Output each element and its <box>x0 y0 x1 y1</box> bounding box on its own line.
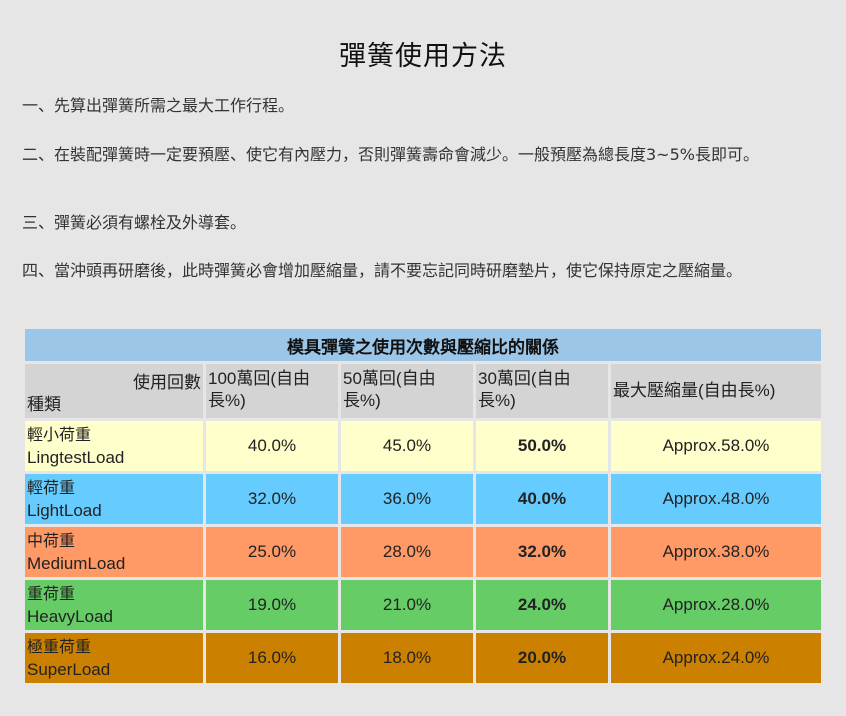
column-header-50: 50萬回(自由長%) <box>341 364 473 418</box>
value-cell: 28.0% <box>341 527 473 577</box>
table-row: 輕荷重 LightLoad 32.0% 36.0% 40.0% Approx.48.0% <box>25 474 821 524</box>
page-title: 彈簧使用方法 <box>339 41 507 72</box>
load-type-cn: 重荷重 <box>27 584 76 603</box>
value-cell: 25.0% <box>206 527 338 577</box>
table-caption: 模具彈簧之使用次數與壓縮比的關係 <box>25 329 821 361</box>
table-row: 中荷重 MediumLoad 25.0% 28.0% 32.0% Approx.38.0% <box>25 527 821 577</box>
load-type-en: LightLoad <box>27 501 102 520</box>
instruction-4: 四、當沖頭再研磨後，此時彈簧必會增加壓縮量，請不要忘記同時研磨墊片，使它保持原定… <box>22 261 743 280</box>
value-cell: 40.0% <box>206 421 338 471</box>
load-type-cell: 重荷重 HeavyLoad <box>25 580 203 630</box>
value-cell: 18.0% <box>341 633 473 683</box>
load-type-en: SuperLoad <box>27 660 111 679</box>
table-row: 輕小荷重 LingtestLoad 40.0% 45.0% 50.0% Approx.58… <box>25 421 821 471</box>
load-type-cell: 輕小荷重 LingtestLoad <box>25 421 203 471</box>
load-type-cell: 輕荷重 LightLoad <box>25 474 203 524</box>
table-row: 極重荷重 SuperLoad 16.0% 18.0% 20.0% Approx.24.0% <box>25 633 821 683</box>
instruction-1: 一、先算出彈簧所需之最大工作行程。 <box>22 96 295 115</box>
load-type-en: MediumLoad <box>27 554 126 573</box>
load-type-en: HeavyLoad <box>27 607 114 626</box>
value-cell: Approx.38.0% <box>611 527 821 577</box>
value-cell: Approx.48.0% <box>611 474 821 524</box>
spring-load-table: 模具彈簧之使用次數與壓縮比的關係 使用回數 種類 100萬回(自由長%) 50萬… <box>22 326 824 686</box>
table-caption-row: 模具彈簧之使用次數與壓縮比的關係 <box>25 329 821 361</box>
value-cell: 24.0% <box>476 580 608 630</box>
load-type-cn: 極重荷重 <box>27 637 92 656</box>
table-body: 輕小荷重 LingtestLoad 40.0% 45.0% 50.0% Approx.58… <box>25 421 821 683</box>
load-type-cell: 極重荷重 SuperLoad <box>25 633 203 683</box>
usage-count-label: 使用回數 <box>133 373 201 392</box>
value-cell: 21.0% <box>341 580 473 630</box>
value-cell: Approx.24.0% <box>611 633 821 683</box>
load-type-cn: 中荷重 <box>27 531 76 550</box>
value-cell: 50.0% <box>476 421 608 471</box>
table-header-row: 使用回數 種類 100萬回(自由長%) 50萬回(自由長%) 30萬回(自由長%… <box>25 364 821 418</box>
value-cell: 45.0% <box>341 421 473 471</box>
value-cell: 40.0% <box>476 474 608 524</box>
load-type-cell: 中荷重 MediumLoad <box>25 527 203 577</box>
value-cell: 32.0% <box>206 474 338 524</box>
table-row: 重荷重 HeavyLoad 19.0% 21.0% 24.0% Approx.28.0% <box>25 580 821 630</box>
value-cell: 32.0% <box>476 527 608 577</box>
value-cell: Approx.58.0% <box>611 421 821 471</box>
column-header-max: 最大壓縮量(自由長%) <box>611 364 821 418</box>
load-type-cn: 輕小荷重 <box>27 425 92 444</box>
instruction-3: 三、彈簧必須有螺栓及外導套。 <box>22 213 247 232</box>
value-cell: 20.0% <box>476 633 608 683</box>
value-cell: 16.0% <box>206 633 338 683</box>
table-corner-header: 使用回數 種類 <box>25 364 203 418</box>
column-header-30: 30萬回(自由長%) <box>476 364 608 418</box>
instruction-2: 二、在裝配彈簧時一定要預壓、使它有內壓力，否則彈簧壽命會減少。一般預壓為總長度3… <box>22 145 759 164</box>
value-cell: 36.0% <box>341 474 473 524</box>
load-type-cn: 輕荷重 <box>27 478 76 497</box>
load-type-en: LingtestLoad <box>27 448 125 467</box>
value-cell: 19.0% <box>206 580 338 630</box>
column-header-100: 100萬回(自由長%) <box>206 364 338 418</box>
type-label: 種類 <box>27 395 61 414</box>
value-cell: Approx.28.0% <box>611 580 821 630</box>
